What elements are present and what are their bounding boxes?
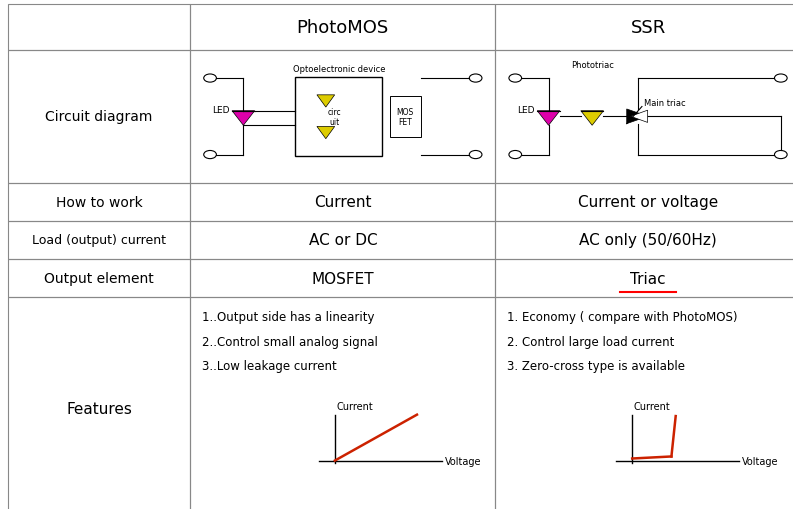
Bar bbox=[190, 221, 495, 260]
Text: Phototriac: Phototriac bbox=[570, 61, 614, 70]
Text: 1..Output side has a linearity: 1..Output side has a linearity bbox=[202, 310, 374, 323]
Bar bbox=[8, 5, 190, 51]
Circle shape bbox=[470, 151, 482, 159]
Text: How to work: How to work bbox=[56, 195, 142, 209]
Text: Output element: Output element bbox=[44, 272, 154, 286]
Text: Main triac: Main triac bbox=[644, 98, 686, 107]
Text: 3. Zero-cross type is available: 3. Zero-cross type is available bbox=[507, 359, 686, 372]
Bar bbox=[190, 298, 495, 509]
Text: 2. Control large load current: 2. Control large load current bbox=[507, 335, 674, 348]
Text: Triac: Triac bbox=[630, 271, 666, 286]
Circle shape bbox=[204, 75, 217, 83]
Bar bbox=[190, 183, 495, 221]
Bar bbox=[495, 221, 800, 260]
Text: 3..Low leakage current: 3..Low leakage current bbox=[202, 359, 337, 372]
Bar bbox=[390, 97, 421, 137]
Bar bbox=[295, 77, 382, 157]
Text: Features: Features bbox=[66, 401, 132, 416]
Text: circ
uit: circ uit bbox=[328, 107, 342, 127]
Text: Voltage: Voltage bbox=[742, 456, 779, 466]
Text: PhotoMOS: PhotoMOS bbox=[297, 19, 389, 37]
Text: AC only (50/60Hz): AC only (50/60Hz) bbox=[579, 233, 717, 248]
Circle shape bbox=[204, 151, 217, 159]
Bar bbox=[190, 260, 495, 298]
Text: MOSFET: MOSFET bbox=[311, 271, 374, 286]
Circle shape bbox=[509, 151, 522, 159]
Text: Current: Current bbox=[337, 401, 374, 411]
Bar bbox=[8, 298, 190, 509]
Circle shape bbox=[774, 151, 787, 159]
Circle shape bbox=[774, 75, 787, 83]
Bar bbox=[495, 183, 800, 221]
Bar bbox=[190, 5, 495, 51]
Bar bbox=[495, 298, 800, 509]
Polygon shape bbox=[626, 110, 648, 124]
Text: AC or DC: AC or DC bbox=[309, 233, 377, 248]
Text: 2..Control small analog signal: 2..Control small analog signal bbox=[202, 335, 378, 348]
Polygon shape bbox=[232, 111, 254, 126]
Text: LED: LED bbox=[212, 105, 229, 115]
Bar bbox=[190, 51, 495, 183]
Bar bbox=[8, 183, 190, 221]
Text: Current or voltage: Current or voltage bbox=[578, 195, 718, 210]
Bar bbox=[495, 5, 800, 51]
Bar bbox=[8, 260, 190, 298]
Text: Load (output) current: Load (output) current bbox=[32, 234, 166, 247]
Bar bbox=[8, 221, 190, 260]
Bar bbox=[495, 260, 800, 298]
Polygon shape bbox=[317, 96, 334, 108]
Bar bbox=[495, 51, 800, 183]
Text: Current: Current bbox=[314, 195, 371, 210]
Circle shape bbox=[470, 75, 482, 83]
Polygon shape bbox=[317, 127, 334, 139]
Bar bbox=[8, 51, 190, 183]
Text: Circuit diagram: Circuit diagram bbox=[46, 110, 153, 124]
Text: 1. Economy ( compare with PhotoMOS): 1. Economy ( compare with PhotoMOS) bbox=[507, 310, 738, 323]
Polygon shape bbox=[630, 111, 648, 123]
Text: Voltage: Voltage bbox=[445, 456, 482, 466]
Text: SSR: SSR bbox=[630, 19, 666, 37]
Text: Optoelectronic device: Optoelectronic device bbox=[293, 65, 385, 73]
Polygon shape bbox=[538, 111, 560, 126]
Polygon shape bbox=[581, 111, 603, 126]
Text: MOS
FET: MOS FET bbox=[396, 107, 414, 127]
Text: Current: Current bbox=[634, 401, 670, 411]
Circle shape bbox=[509, 75, 522, 83]
Text: LED: LED bbox=[517, 105, 534, 115]
